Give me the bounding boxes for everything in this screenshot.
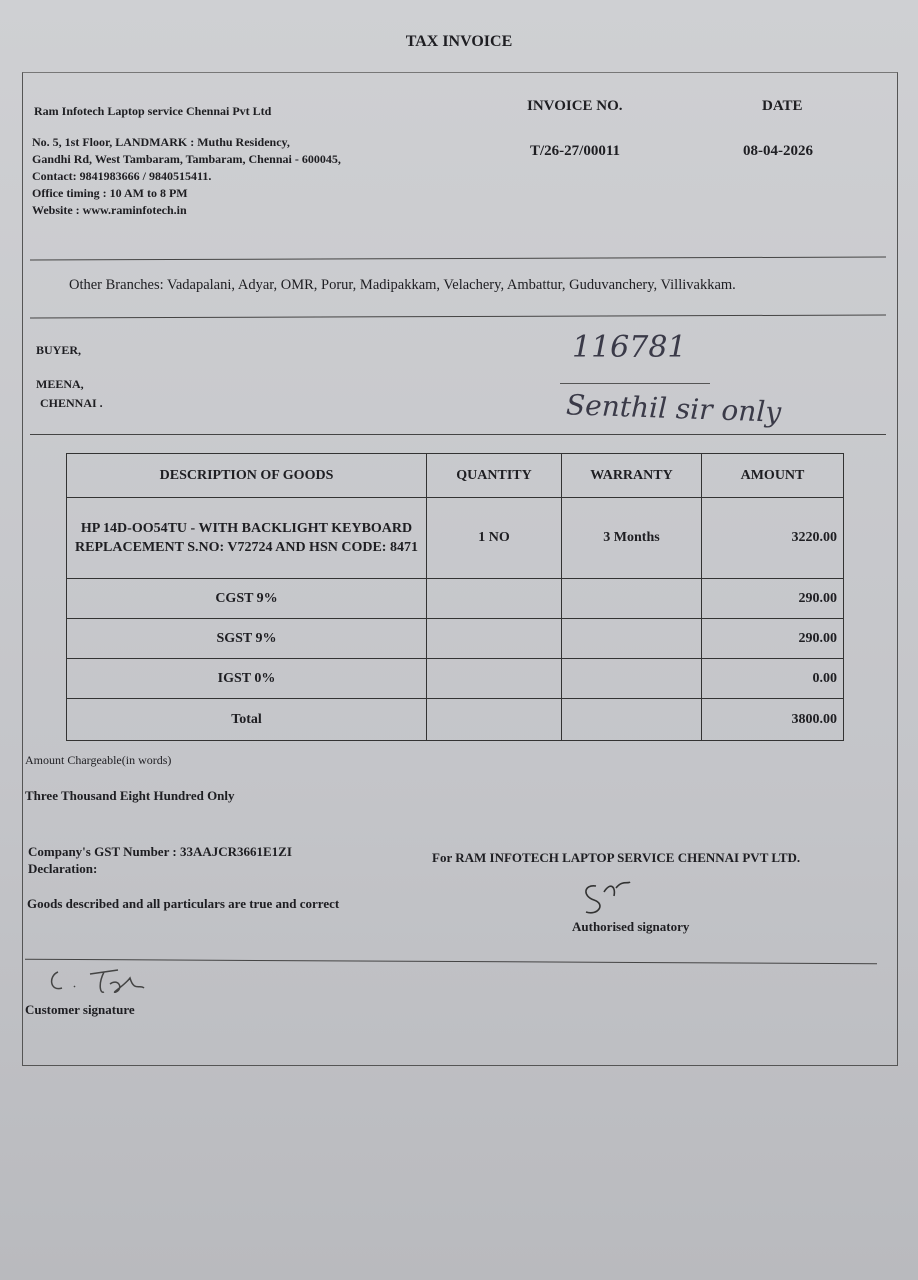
amount-words-label: Amount Chargeable(in words) bbox=[25, 753, 172, 767]
website: Website : www.raminfotech.in bbox=[32, 203, 187, 217]
header-amount: AMOUNT bbox=[701, 453, 844, 498]
table-row: SGST 9% 290.00 bbox=[66, 618, 844, 659]
table-total-row: Total 3800.00 bbox=[66, 698, 844, 741]
invoice-no-label: INVOICE NO. bbox=[527, 98, 623, 114]
table-row: IGST 0% 0.00 bbox=[66, 658, 844, 699]
row-amount: 290.00 bbox=[701, 578, 844, 619]
header-description: DESCRIPTION OF GOODS bbox=[66, 453, 427, 498]
buyer-label: BUYER, bbox=[36, 343, 82, 357]
company-name: Ram Infotech Laptop service Chennai Pvt … bbox=[34, 104, 272, 118]
contact: Contact: 9841983666 / 9840515411. bbox=[32, 169, 212, 183]
gst-number: Company's GST Number : 33AAJCR3661E1ZI bbox=[28, 844, 292, 859]
office-timing: Office timing : 10 AM to 8 PM bbox=[32, 186, 188, 200]
handwritten-underline bbox=[560, 383, 710, 384]
other-branches: Other Branches: Vadapalani, Adyar, OMR, … bbox=[69, 277, 736, 293]
item-warranty: 3 Months bbox=[561, 497, 702, 579]
goods-table: DESCRIPTION OF GOODS QUANTITY WARRANTY A… bbox=[66, 453, 844, 741]
total-amount: 3800.00 bbox=[701, 698, 844, 741]
row-amount: 290.00 bbox=[701, 618, 844, 659]
buyer-name: MEENA, bbox=[36, 377, 84, 391]
document-title: TAX INVOICE bbox=[405, 33, 513, 50]
item-quantity: 1 NO bbox=[426, 497, 562, 579]
customer-signature-label: Customer signature bbox=[25, 1002, 135, 1017]
company-address: No. 5, 1st Floor, LANDMARK : Muthu Resid… bbox=[32, 134, 341, 219]
customer-signature-mark bbox=[50, 969, 145, 994]
item-amount: 3220.00 bbox=[701, 497, 844, 579]
date-label: DATE bbox=[762, 98, 803, 114]
row-label: Total bbox=[66, 698, 427, 741]
authorised-signature bbox=[585, 881, 631, 914]
address-line: Gandhi Rd, West Tambaram, Tambaram, Chen… bbox=[32, 152, 341, 166]
authorised-signatory: Authorised signatory bbox=[572, 919, 690, 934]
item-description: HP 14D-OO54TU - WITH BACKLIGHT KEYBOARD … bbox=[66, 497, 427, 579]
table-header-row: DESCRIPTION OF GOODS QUANTITY WARRANTY A… bbox=[66, 453, 844, 498]
date-value: 08-04-2026 bbox=[743, 143, 813, 159]
table-row: CGST 9% 290.00 bbox=[66, 578, 844, 619]
invoice-frame bbox=[22, 72, 898, 1066]
amount-words: Three Thousand Eight Hundred Only bbox=[25, 788, 235, 803]
row-label: SGST 9% bbox=[66, 618, 427, 659]
header-warranty: WARRANTY bbox=[561, 453, 702, 498]
declaration-text: Goods described and all particulars are … bbox=[27, 896, 340, 911]
declaration-label: Declaration: bbox=[28, 861, 98, 876]
divider bbox=[30, 434, 886, 435]
invoice-no-value: T/26-27/00011 bbox=[530, 143, 621, 159]
for-company: For RAM INFOTECH LAPTOP SERVICE CHENNAI … bbox=[432, 850, 801, 865]
row-amount: 0.00 bbox=[701, 658, 844, 699]
header-quantity: QUANTITY bbox=[426, 453, 562, 498]
row-label: IGST 0% bbox=[66, 658, 427, 699]
table-row: HP 14D-OO54TU - WITH BACKLIGHT KEYBOARD … bbox=[66, 497, 844, 579]
row-label: CGST 9% bbox=[66, 578, 427, 619]
buyer-city: CHENNAI . bbox=[40, 396, 103, 410]
handwritten-number: 116781 bbox=[572, 330, 687, 365]
address-line: No. 5, 1st Floor, LANDMARK : Muthu Resid… bbox=[32, 135, 290, 149]
